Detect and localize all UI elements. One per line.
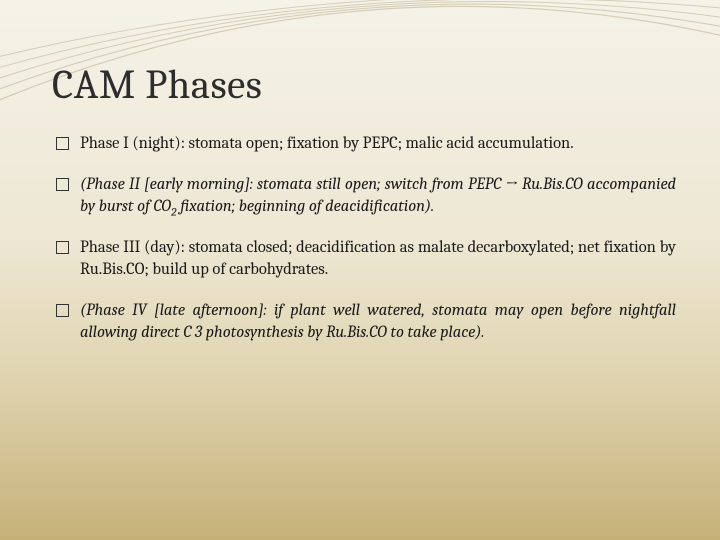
bullet-item: (Phase IV [late afternoon]: if plant wel… [56,300,676,343]
bullet-item: (Phase II [early morning]: stomata still… [56,174,676,217]
bullet-list: Phase I (night): stomata open; fixation … [52,133,676,343]
slide-title: CAM Phases [52,62,676,109]
bullet-item: Phase III (day): stomata closed; deacidi… [56,237,676,280]
bullet-item: Phase I (night): stomata open; fixation … [56,133,676,154]
slide: CAM Phases Phase I (night): stomata open… [0,0,720,540]
